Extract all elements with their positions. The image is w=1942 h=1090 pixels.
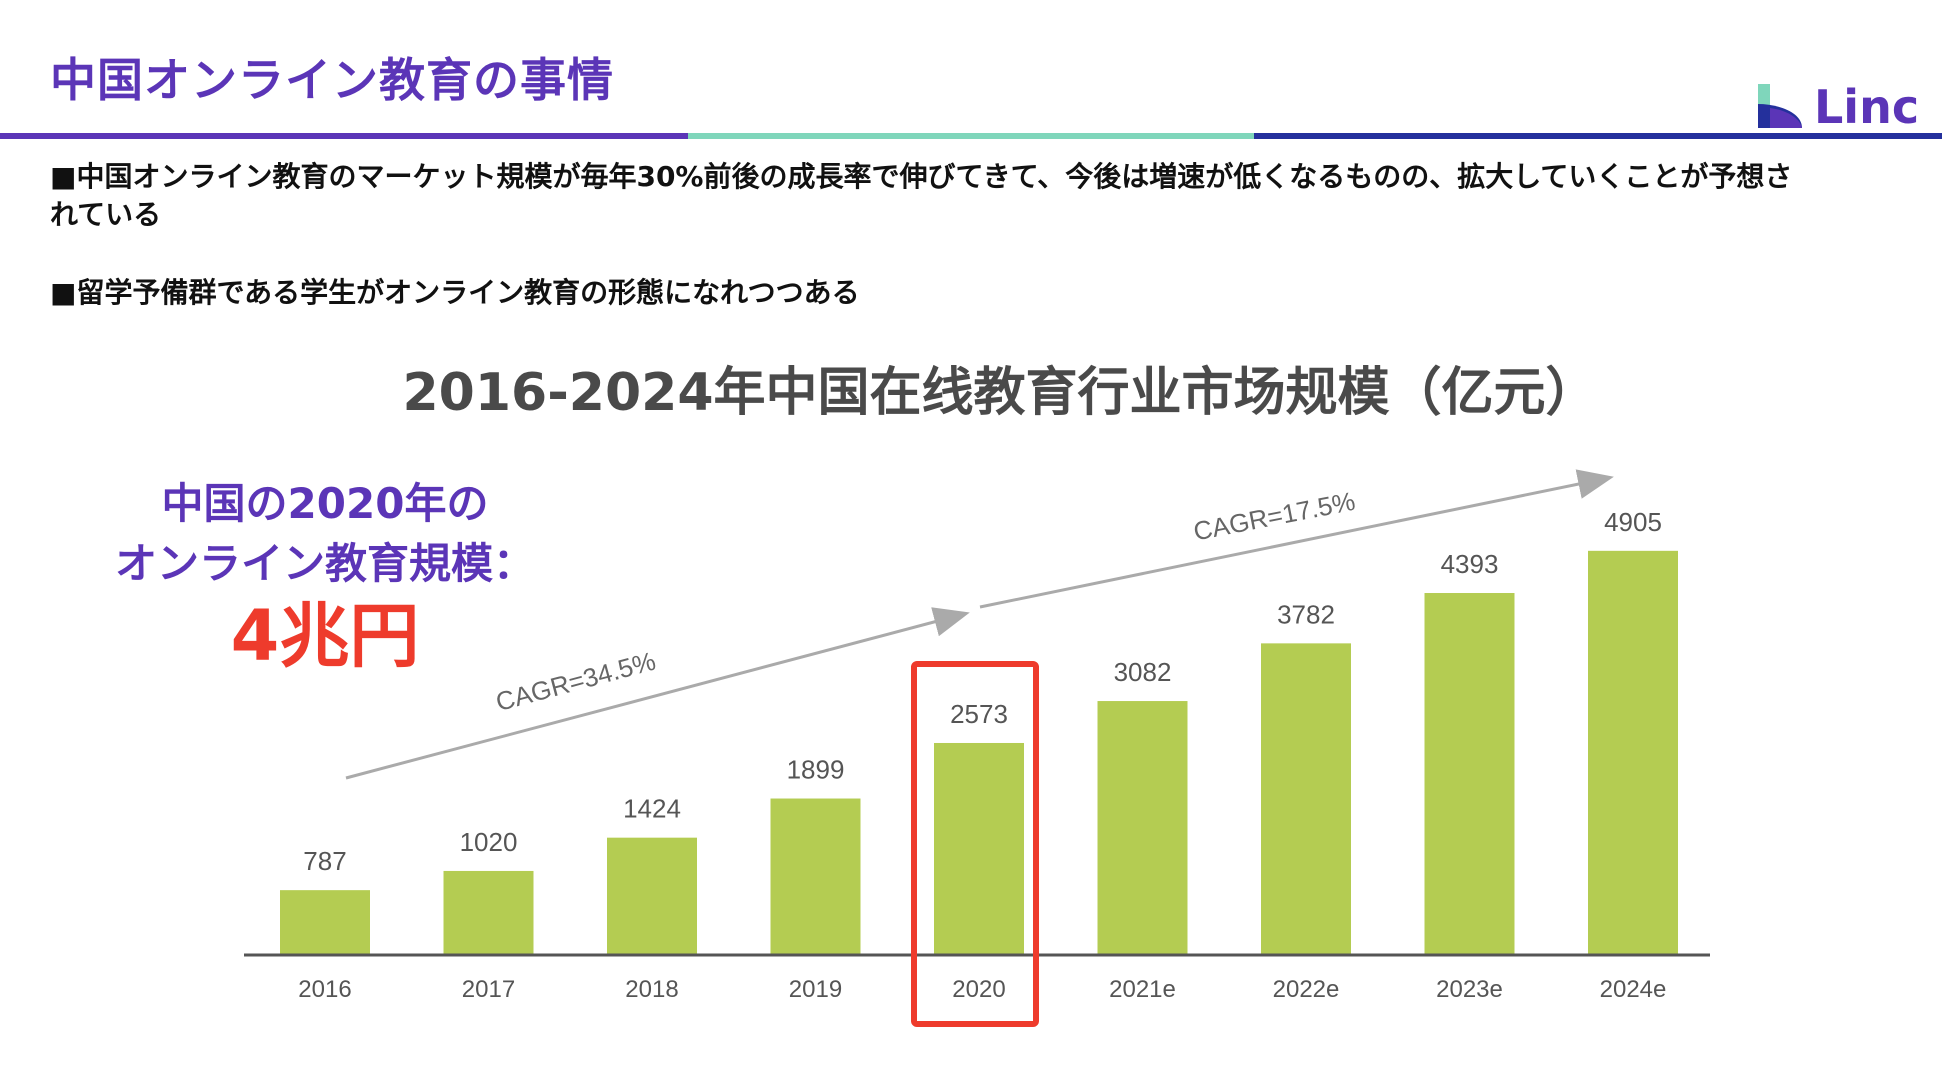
bullet-market-growth: ■中国オンライン教育のマーケット規模が毎年30%前後の成長率で伸びてきて、今後は… — [50, 160, 1793, 231]
value-label-2017: 1020 — [460, 827, 518, 857]
bar-2021e — [1097, 701, 1188, 955]
logo-text: Linc — [1814, 80, 1920, 134]
value-label-2021e: 3082 — [1114, 657, 1172, 687]
bar-2024e — [1588, 550, 1678, 955]
value-label-2024e: 4905 — [1604, 507, 1662, 537]
x-tick-2023e: 2023e — [1436, 976, 1503, 1003]
cagr-arrow-1 — [345, 607, 970, 780]
header-divider-purple — [0, 133, 688, 139]
x-tick-2024e: 2024e — [1600, 976, 1667, 1003]
x-tick-2017: 2017 — [462, 976, 515, 1003]
callout-line-1: 中国の2020年の — [161, 479, 489, 528]
page-title: 中国オンライン教育の事情 — [50, 53, 614, 107]
bar-2018 — [607, 837, 697, 955]
callout-value: 4兆円 — [230, 595, 420, 677]
x-tick-2016: 2016 — [298, 976, 351, 1003]
brand-logo: Linc — [1756, 80, 1936, 134]
header-divider-navy — [1254, 133, 1942, 139]
bars-layer: 787 1020 1424 1899 2573 3082 3782 4393 4905 — [280, 507, 1678, 955]
cagr-arrow-2 — [979, 469, 1614, 609]
cagr-label-2: CAGR=17.5% — [1191, 486, 1358, 547]
value-label-2023e: 4393 — [1441, 549, 1499, 579]
value-label-2018: 1424 — [623, 794, 681, 824]
linc-logo-icon — [1758, 84, 1802, 128]
callout-text: 中国の2020年の オンライン教育規模： — [60, 474, 590, 594]
x-tick-2022e: 2022e — [1273, 976, 1340, 1003]
x-tick-2021e: 2021e — [1109, 976, 1176, 1003]
header-divider-mint — [688, 133, 1254, 139]
bar-2017 — [443, 870, 534, 955]
x-tick-2019: 2019 — [789, 976, 842, 1003]
highlight-box-2020 — [911, 661, 1039, 1027]
bullet-students: ■留学予備群である学生がオンライン教育の形態になれつつある — [50, 276, 860, 309]
value-label-2016: 787 — [303, 846, 346, 876]
value-label-2022e: 3782 — [1277, 599, 1335, 629]
x-tick-2018: 2018 — [625, 976, 678, 1003]
bar-2016 — [280, 890, 370, 955]
value-label-2020: 2573 — [950, 699, 1008, 729]
bar-2019 — [770, 798, 861, 955]
x-tick-2020: 2020 — [952, 976, 1005, 1003]
bar-2020 — [934, 742, 1024, 955]
bar-2023e — [1424, 593, 1515, 955]
callout-line-2: オンライン教育規模： — [114, 539, 535, 588]
cagr-label-1: CAGR=34.5% — [493, 646, 659, 717]
chart-title: 2016-2024年中国在线教育行业市场规模（亿元） — [402, 363, 1598, 423]
bar-2022e — [1261, 643, 1351, 955]
value-label-2019: 1899 — [787, 755, 845, 785]
x-tick-labels: 2016 2017 2018 2019 2020 2021e 2022e 2023e 2024e — [298, 976, 1666, 1003]
